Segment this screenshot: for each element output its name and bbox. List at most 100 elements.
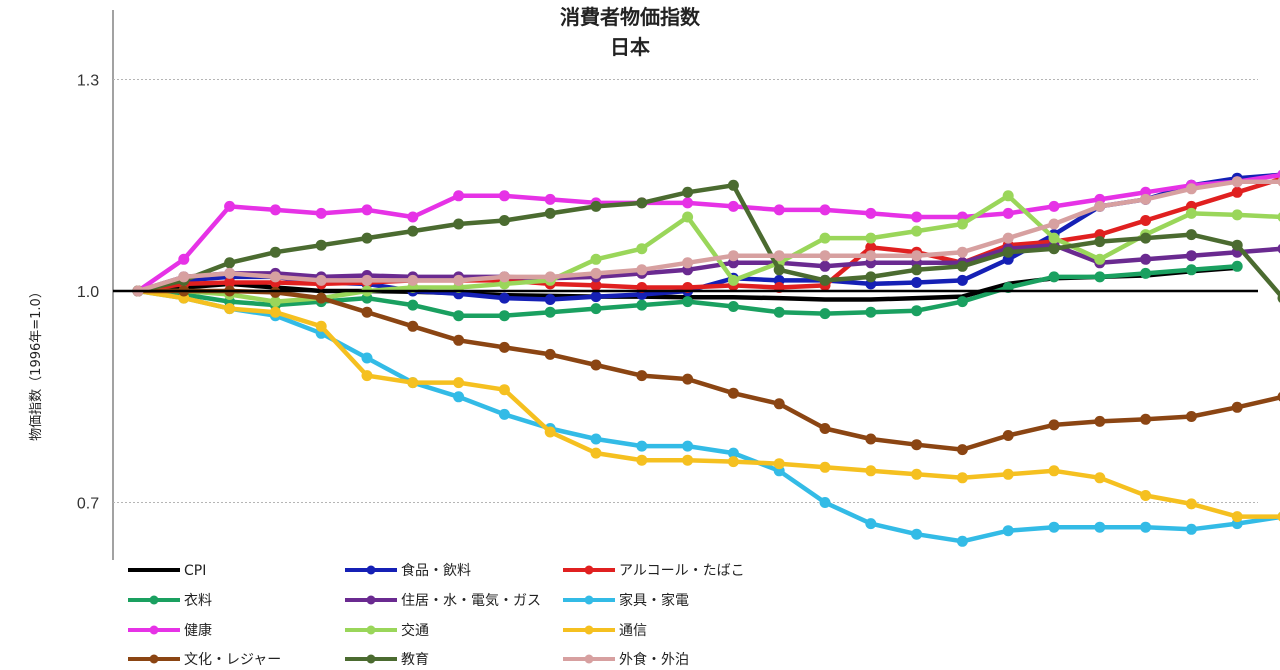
data-point	[1185, 498, 1197, 510]
legend-label: 住居・水・電気・ガス	[401, 593, 541, 609]
data-point	[498, 384, 510, 396]
data-point	[1002, 430, 1014, 441]
data-point	[1094, 236, 1106, 248]
data-point	[865, 241, 877, 253]
data-point	[407, 320, 419, 332]
data-point	[178, 253, 190, 265]
data-point	[361, 306, 373, 318]
y-tick-label: 1.0	[77, 284, 99, 301]
legend-label: 文化・レジャー	[184, 652, 281, 668]
data-point	[773, 264, 785, 276]
legend-label: 教育	[401, 652, 429, 668]
data-point	[819, 274, 831, 286]
legend-label: CPI	[184, 563, 206, 579]
data-point	[498, 215, 510, 226]
legend-label: 外食・外泊	[619, 651, 689, 668]
data-point	[956, 218, 968, 230]
data-point	[590, 200, 602, 212]
data-point	[1094, 521, 1106, 533]
data-point	[1048, 218, 1060, 230]
data-point	[865, 306, 877, 318]
legend-label: 健康	[184, 622, 212, 639]
data-point	[773, 458, 785, 470]
data-point	[956, 274, 968, 286]
data-point	[682, 440, 694, 452]
data-point	[544, 193, 556, 205]
data-point	[453, 310, 465, 322]
legend-marker	[149, 625, 159, 635]
data-point	[224, 200, 236, 212]
data-point	[1231, 401, 1243, 413]
legend-label: 食品・飲料	[401, 562, 471, 579]
legend-item: 通信	[563, 623, 647, 639]
data-point	[1140, 521, 1152, 533]
series-5	[132, 285, 1280, 547]
data-point	[1185, 250, 1197, 262]
data-point	[590, 359, 602, 371]
legend-item: 健康	[128, 622, 212, 639]
data-point	[269, 286, 281, 298]
data-point	[1185, 523, 1197, 535]
data-point	[1185, 183, 1197, 195]
series-9	[132, 285, 1280, 456]
data-point	[682, 454, 694, 466]
legend-item: 食品・飲料	[345, 562, 471, 579]
data-point	[407, 225, 419, 237]
grid-layer: 0.7 1.0 1.3	[77, 73, 1258, 513]
data-point	[224, 267, 236, 279]
data-point	[1231, 511, 1243, 523]
data-point	[1231, 260, 1243, 272]
data-point	[911, 439, 923, 451]
legend-item: 文化・レジャー	[128, 652, 281, 668]
series-line	[135, 242, 1280, 294]
data-point	[865, 465, 877, 477]
data-point	[956, 444, 968, 456]
series-line	[135, 288, 1280, 544]
data-point	[911, 305, 923, 317]
data-point	[498, 292, 510, 304]
legend-marker	[149, 654, 159, 664]
data-point	[269, 246, 281, 258]
data-point	[590, 291, 602, 303]
data-point	[544, 426, 556, 438]
data-point	[1002, 525, 1014, 537]
data-point	[544, 294, 556, 305]
data-point	[911, 468, 923, 480]
data-point	[544, 348, 556, 360]
data-point	[727, 387, 739, 399]
data-point	[636, 454, 648, 466]
series-8	[132, 285, 1280, 523]
data-point	[956, 260, 968, 272]
data-point	[682, 197, 694, 209]
data-point	[498, 408, 510, 420]
data-point	[1002, 232, 1014, 244]
data-point	[727, 447, 739, 459]
legend-item: アルコール・たばこ	[563, 563, 745, 579]
data-point	[773, 306, 785, 318]
data-point	[1277, 392, 1280, 402]
data-point	[224, 257, 236, 269]
series-line	[135, 179, 1280, 294]
legend-marker	[366, 625, 376, 635]
data-point	[1231, 209, 1243, 221]
legend-item: 外食・外泊	[563, 651, 689, 668]
data-point	[407, 211, 419, 223]
chart-title: 消費者物価指数	[560, 5, 701, 29]
data-point	[590, 447, 602, 459]
legend-label: 通信	[619, 623, 647, 639]
data-point	[1048, 271, 1060, 283]
data-point	[865, 271, 877, 283]
data-point	[224, 277, 236, 288]
data-point	[636, 197, 648, 209]
data-point	[636, 440, 648, 452]
data-point	[682, 296, 694, 308]
data-point	[956, 246, 968, 258]
legend-marker	[366, 654, 376, 664]
data-point	[1048, 243, 1060, 255]
data-point	[636, 243, 648, 255]
legend-marker	[366, 595, 376, 605]
series-line	[135, 288, 1280, 519]
legend-label: アルコール・たばこ	[619, 563, 745, 579]
data-point	[1140, 193, 1152, 205]
